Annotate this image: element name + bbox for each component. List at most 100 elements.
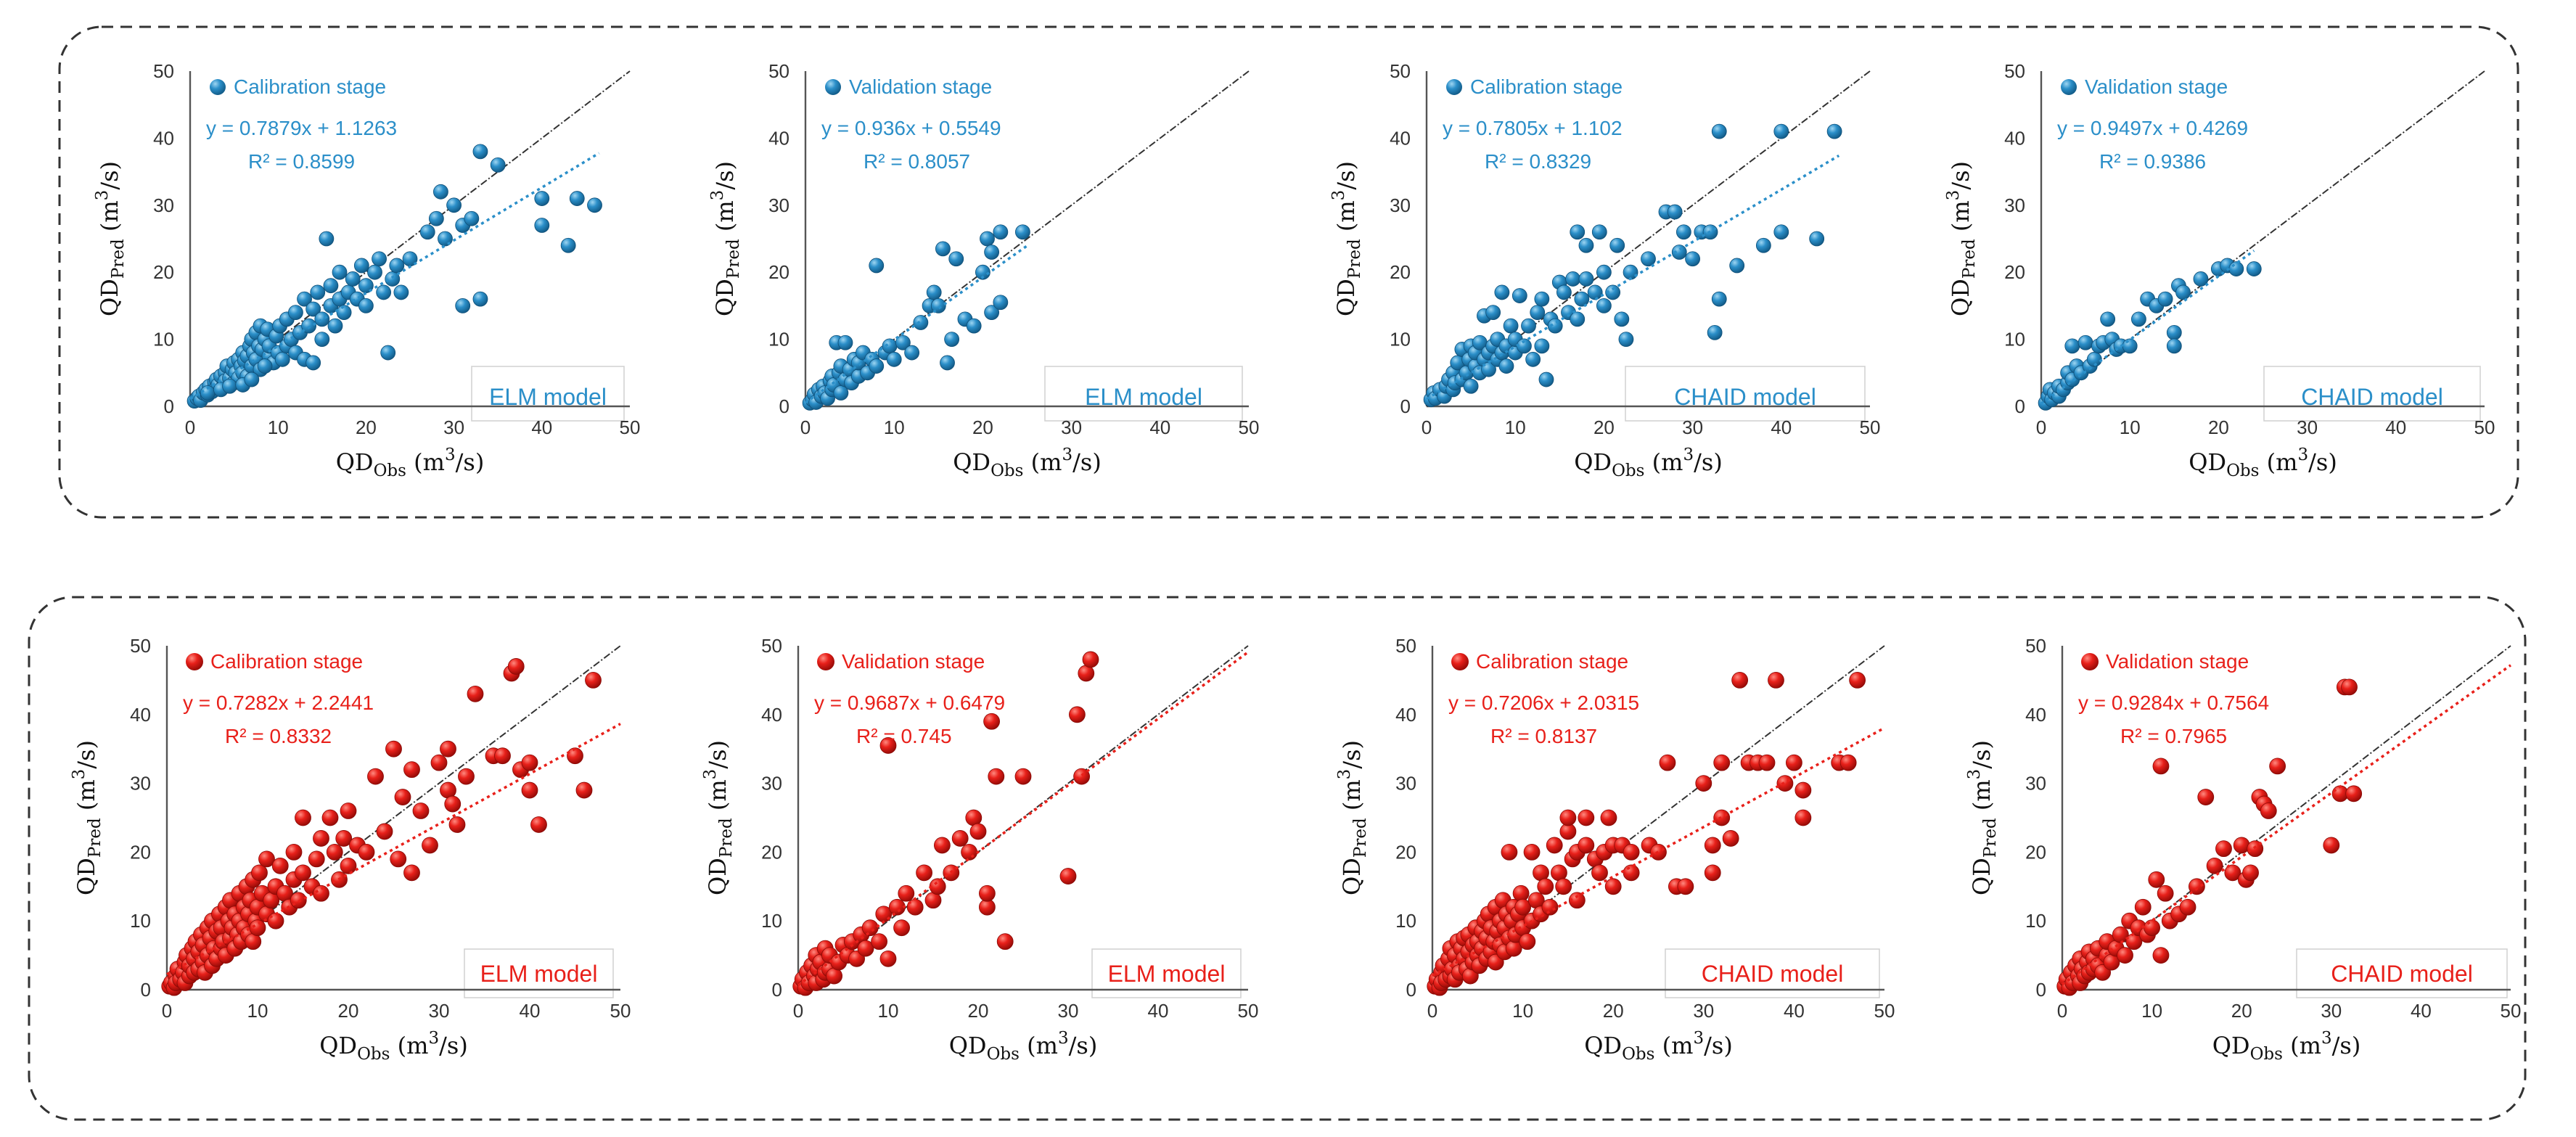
data-point — [327, 318, 343, 334]
legend-marker — [825, 79, 841, 95]
data-point — [389, 258, 405, 274]
data-point — [2341, 678, 2358, 696]
legend-label: Validation stage — [849, 75, 992, 98]
y-axis-title: QDPred (m3/s) — [708, 161, 743, 316]
data-point — [2144, 919, 2161, 937]
data-point — [323, 278, 339, 294]
group-box-blue — [58, 25, 2519, 519]
r-squared-label: R² = 0.8329 — [1485, 150, 1591, 173]
regression-equation: y = 0.7206x + 2.0315 — [1448, 691, 1639, 714]
data-point — [560, 237, 576, 253]
y-tick-label: 40 — [768, 127, 789, 149]
y-tick-label: 10 — [1390, 329, 1411, 350]
data-point — [530, 816, 547, 833]
y-tick-label: 30 — [768, 194, 789, 216]
data-point — [295, 809, 311, 826]
data-point — [1785, 754, 1802, 771]
data-point — [1501, 844, 1518, 861]
data-point — [567, 747, 583, 765]
y-tick-label: 0 — [2036, 979, 2046, 1001]
data-point — [1618, 332, 1634, 348]
data-point — [2077, 334, 2093, 350]
data-point — [1591, 224, 1607, 240]
r-squared-label: R² = 0.745 — [856, 725, 952, 747]
data-point — [1768, 672, 1784, 689]
data-point — [2215, 840, 2232, 858]
data-point — [467, 685, 484, 702]
data-point — [314, 311, 330, 327]
data-point — [249, 919, 266, 937]
data-point — [2188, 878, 2205, 895]
data-point — [837, 334, 853, 350]
data-point — [258, 850, 275, 868]
data-point — [951, 830, 969, 847]
chart-panel-7: 00 10 10 20 20 30 30 40 40 50 50 Calibration stage y… — [1335, 635, 1895, 1064]
data-point — [521, 781, 538, 799]
y-tick-label: 0 — [779, 395, 789, 417]
data-point — [1675, 224, 1691, 240]
data-point — [2242, 864, 2259, 882]
x-tick-label: 20 — [356, 416, 377, 438]
data-point — [2134, 898, 2152, 916]
data-point — [297, 291, 312, 307]
x-tick-label: 40 — [2411, 1000, 2432, 1022]
data-point — [1794, 809, 1812, 826]
data-point — [2166, 324, 2182, 340]
data-point — [1623, 864, 1640, 882]
data-point — [966, 318, 982, 334]
x-tick-label: 10 — [2120, 416, 2141, 438]
data-point — [380, 345, 396, 361]
data-point — [358, 844, 375, 861]
data-point — [861, 919, 879, 937]
data-point — [2224, 864, 2241, 882]
data-point — [980, 231, 995, 247]
y-axis-title: QDPred (m3/s) — [701, 740, 736, 895]
y-tick-label: 50 — [2025, 635, 2046, 657]
x-tick-label: 40 — [531, 416, 552, 438]
x-tick-label: 30 — [2321, 1000, 2342, 1022]
data-point — [944, 332, 960, 348]
x-tick-label: 30 — [429, 1000, 450, 1022]
data-point — [1523, 844, 1541, 861]
y-tick-label: 10 — [153, 329, 174, 350]
x-tick-label: 20 — [972, 416, 993, 438]
data-point — [869, 358, 885, 374]
x-tick-label: 50 — [620, 416, 641, 438]
data-point — [458, 768, 475, 785]
y-tick-label: 30 — [2004, 194, 2025, 216]
data-point — [1641, 251, 1656, 267]
legend-label: Validation stage — [842, 650, 985, 673]
data-point — [984, 305, 1000, 321]
data-point — [1826, 123, 1842, 139]
data-point — [1514, 898, 1532, 916]
data-point — [1591, 864, 1608, 882]
data-point — [326, 844, 343, 861]
data-point — [1776, 775, 1794, 792]
data-point — [1731, 672, 1749, 689]
data-point — [313, 830, 329, 847]
x-tick-label: 30 — [2297, 416, 2318, 438]
data-point — [882, 338, 898, 354]
data-point — [244, 372, 260, 387]
data-point — [575, 781, 593, 799]
data-point — [2086, 351, 2102, 367]
y-tick-label: 20 — [130, 841, 151, 863]
x-axis-title: QDObs (m3/s) — [336, 446, 485, 480]
model-label-box — [2263, 366, 2481, 422]
data-point — [1570, 311, 1586, 327]
data-point — [1537, 878, 1554, 895]
data-point — [1711, 123, 1727, 139]
x-axis-title: QDObs (m3/s) — [1574, 446, 1723, 480]
x-tick-label: 20 — [2231, 1000, 2252, 1022]
data-point — [494, 747, 511, 765]
data-point — [1729, 258, 1745, 274]
data-point — [271, 857, 289, 874]
data-point — [1713, 754, 1731, 771]
data-point — [1773, 123, 1789, 139]
data-point — [1685, 251, 1701, 267]
legend-marker — [2081, 653, 2099, 670]
data-point — [2148, 871, 2165, 888]
y-tick-label: 40 — [1390, 127, 1411, 149]
y-tick-label: 50 — [2004, 60, 2025, 82]
